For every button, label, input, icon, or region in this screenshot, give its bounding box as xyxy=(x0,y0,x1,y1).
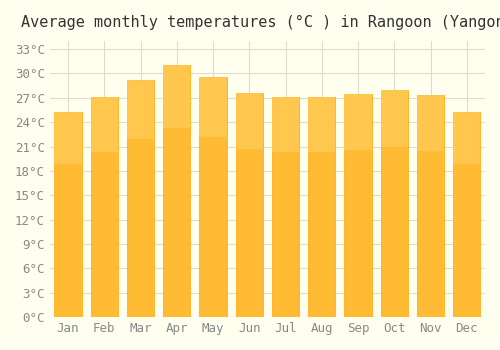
Bar xyxy=(90,97,118,152)
Bar xyxy=(417,95,444,151)
Bar xyxy=(54,112,82,317)
Bar xyxy=(380,90,408,317)
Bar xyxy=(344,94,372,149)
Bar xyxy=(54,112,82,163)
Bar xyxy=(344,94,372,317)
Title: Average monthly temperatures (°C ) in Rangoon (Yangon): Average monthly temperatures (°C ) in Ra… xyxy=(21,15,500,30)
Bar xyxy=(417,95,444,317)
Bar xyxy=(163,65,190,128)
Bar xyxy=(308,97,336,317)
Bar xyxy=(308,97,336,152)
Bar xyxy=(236,93,263,317)
Bar xyxy=(454,112,480,317)
Bar xyxy=(380,90,408,147)
Bar xyxy=(454,112,480,163)
Bar xyxy=(272,97,299,152)
Bar xyxy=(200,77,226,317)
Bar xyxy=(272,97,299,317)
Bar xyxy=(127,80,154,139)
Bar xyxy=(200,77,226,138)
Bar xyxy=(163,65,190,317)
Bar xyxy=(90,97,118,317)
Bar xyxy=(236,93,263,149)
Bar xyxy=(127,80,154,317)
